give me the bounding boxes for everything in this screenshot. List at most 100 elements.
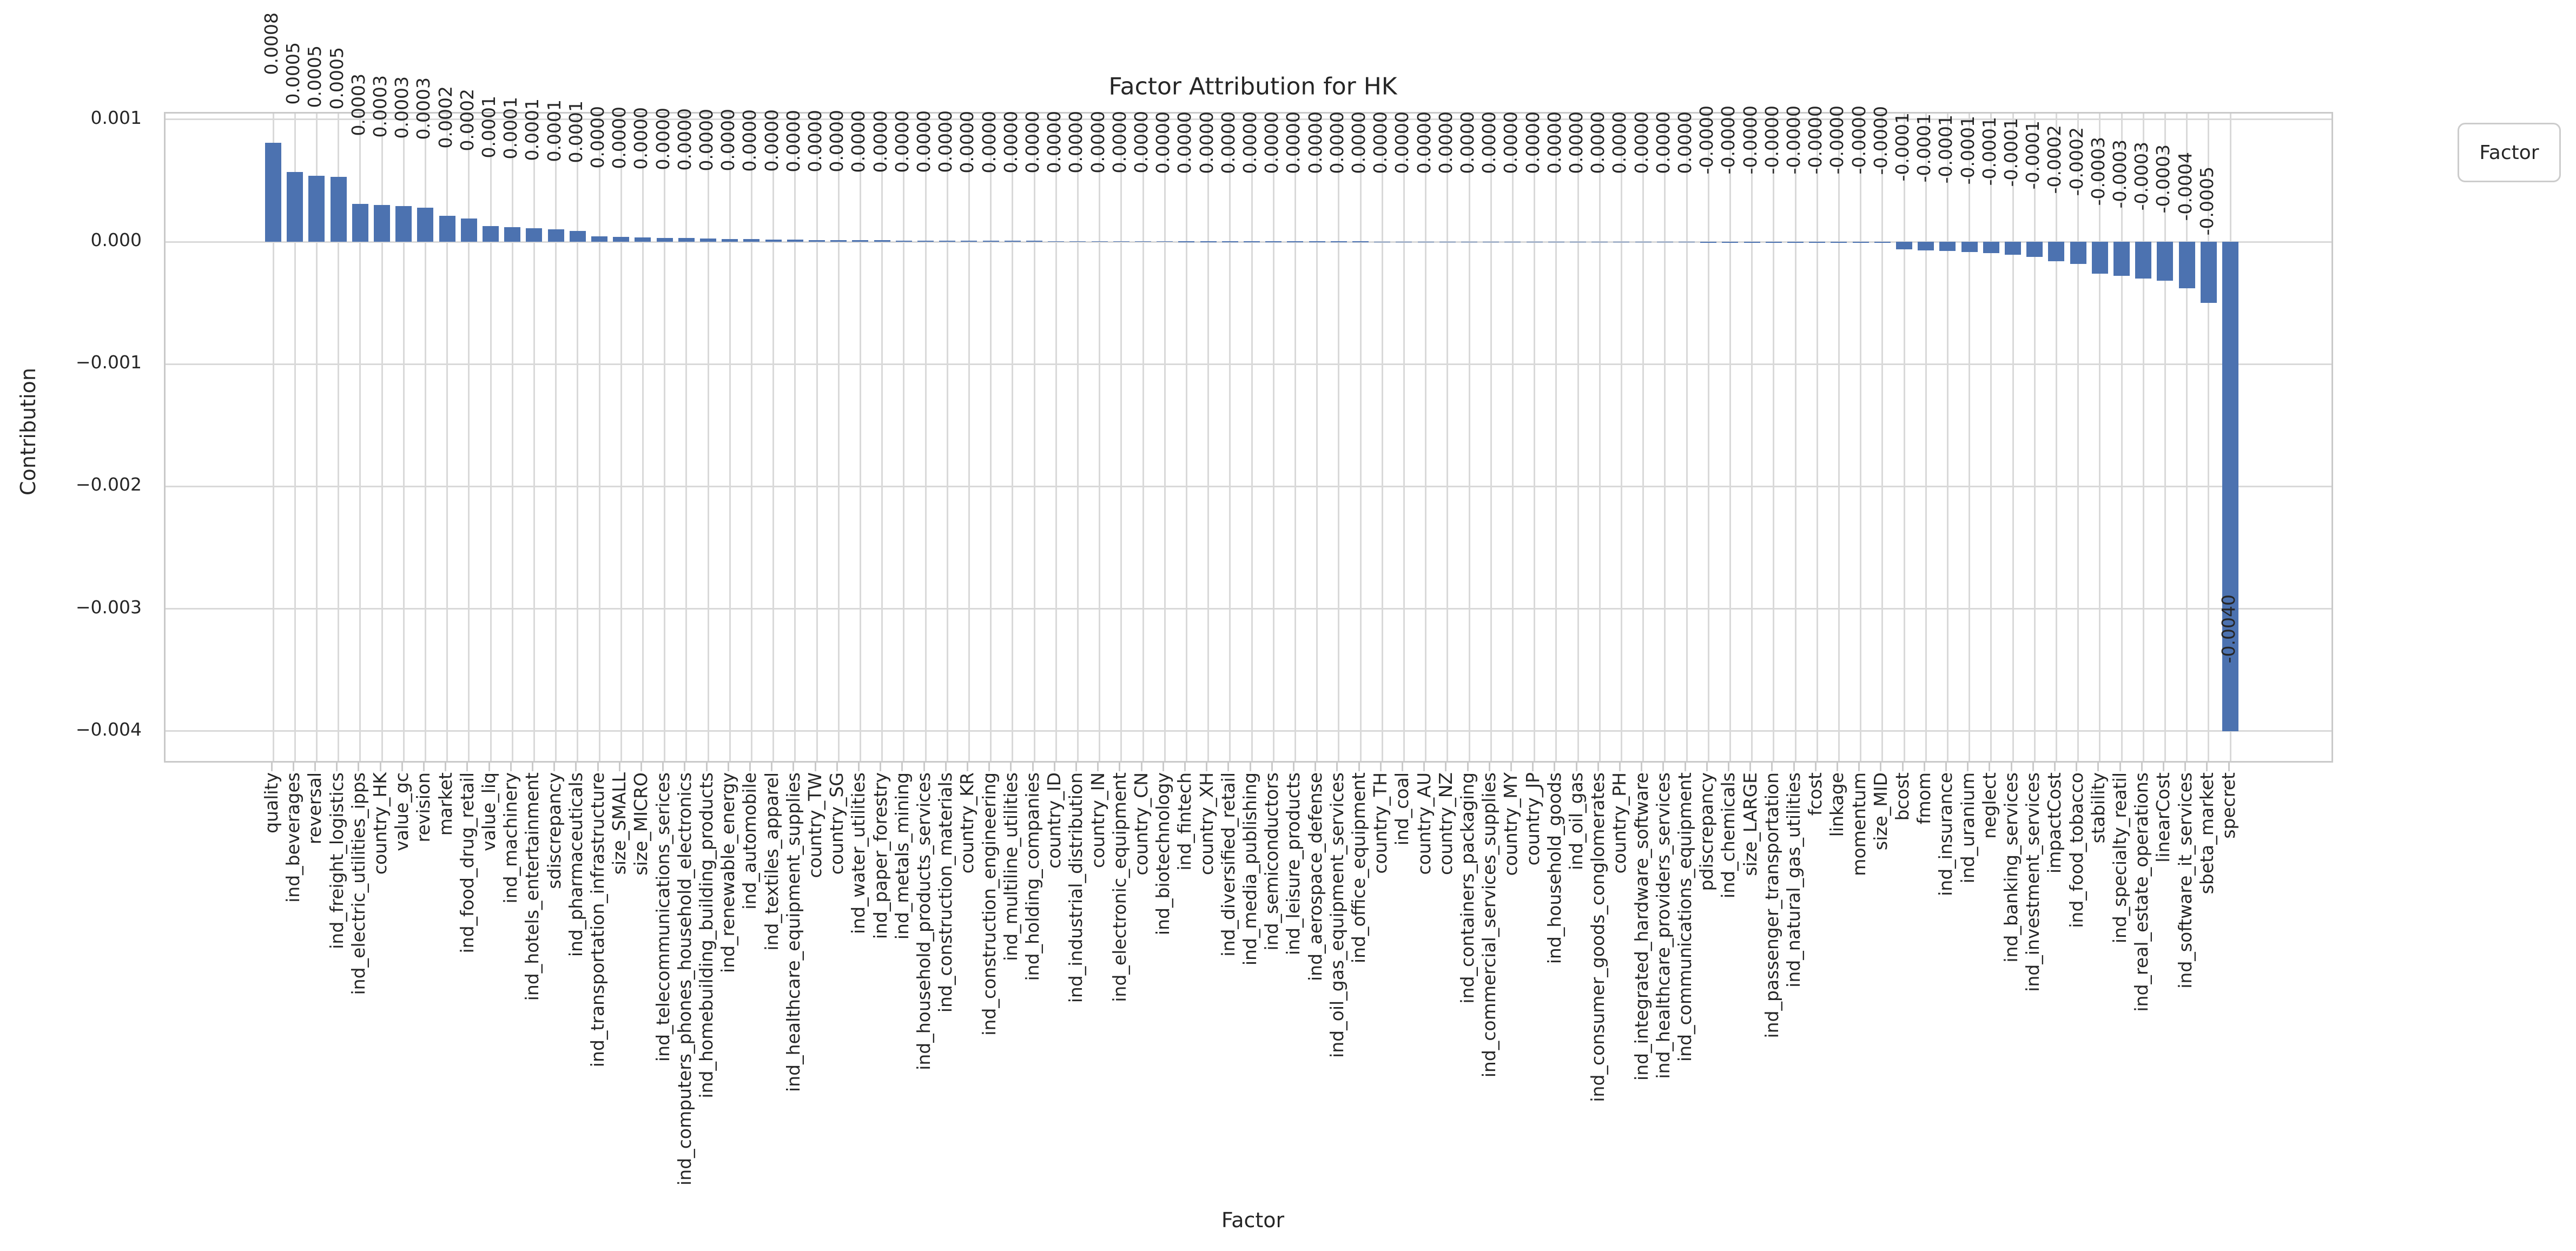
bar-value-label: 0.0000 — [826, 110, 848, 173]
bar-value-label: 0.0002 — [434, 86, 456, 149]
x-tick — [1706, 763, 1708, 771]
bar-value-label: 0.0000 — [956, 110, 978, 174]
bar-value-label: -0.0005 — [2196, 166, 2217, 236]
v-gridline — [1599, 114, 1601, 761]
x-tick-label: ind_leisure_products — [1283, 772, 1304, 956]
v-gridline — [707, 114, 709, 761]
bar-value-label: 0.0005 — [304, 45, 326, 108]
bar — [1722, 242, 1739, 243]
bar — [1656, 241, 1673, 243]
v-gridline — [1707, 114, 1709, 761]
x-tick — [1880, 763, 1882, 771]
x-tick-label: ind_commercial_services_supplies — [1478, 772, 1500, 1078]
v-gridline — [1076, 114, 1079, 761]
bar — [830, 240, 847, 242]
bar — [1069, 241, 1086, 242]
v-gridline — [1033, 114, 1035, 761]
bar-value-label: 0.0000 — [978, 110, 1000, 174]
bar — [1700, 242, 1717, 243]
bar — [1548, 241, 1564, 243]
bar-value-label: -0.0002 — [2044, 124, 2065, 194]
x-tick — [401, 763, 403, 771]
bar — [330, 177, 347, 242]
bar — [417, 207, 434, 242]
v-gridline — [1012, 114, 1014, 761]
bar-value-label: 0.0000 — [1108, 111, 1130, 174]
x-tick-label: ind_pharmaceuticals — [565, 772, 586, 957]
bar — [1461, 241, 1477, 243]
v-gridline — [1990, 114, 1992, 761]
v-gridline — [338, 114, 340, 761]
x-tick — [1597, 763, 1599, 771]
v-gridline — [2121, 114, 2123, 761]
v-gridline — [1816, 114, 1818, 761]
bar — [1026, 241, 1042, 242]
x-tick — [1488, 763, 1490, 771]
bar-value-label: -0.0002 — [2065, 127, 2087, 196]
v-gridline — [402, 114, 405, 761]
bar — [1221, 241, 1238, 242]
x-tick — [1445, 763, 1447, 771]
x-tick — [466, 763, 468, 771]
bar-value-label: 0.0000 — [1043, 111, 1065, 174]
x-tick-label: ind_renewable_energy — [717, 772, 739, 974]
x-tick-label: country_XH — [1195, 772, 1217, 876]
bar-value-label: 0.0000 — [1543, 111, 1565, 174]
v-gridline — [1425, 114, 1427, 761]
v-gridline — [1794, 114, 1796, 761]
x-tick-label: country_CN — [1131, 772, 1152, 876]
x-tick — [1206, 763, 1208, 771]
bar-value-label: 0.0000 — [1413, 111, 1435, 174]
bar-value-label: 0.0000 — [1457, 111, 1478, 174]
v-gridline — [1294, 114, 1296, 761]
bar — [1439, 241, 1456, 243]
x-tick-label: impactCost — [2044, 772, 2065, 873]
x-tick — [1836, 763, 1838, 771]
x-tick-label: ind_electronic_equipment — [1108, 772, 1130, 1002]
x-tick-label: ind_freight_logistics — [326, 772, 347, 949]
x-tick-label: size_SMALL — [609, 772, 630, 875]
bar — [2026, 242, 2043, 257]
x-tick — [966, 763, 968, 771]
v-gridline — [1229, 114, 1231, 761]
bar — [2091, 242, 2108, 274]
bar-value-label: 0.0000 — [891, 110, 913, 173]
bar — [895, 240, 912, 242]
bar — [1135, 241, 1151, 242]
x-tick-label: ind_fintech — [1174, 772, 1195, 871]
x-tick-label: country_AU — [1413, 772, 1435, 875]
v-gridline — [555, 114, 557, 761]
x-tick — [988, 763, 990, 771]
bar — [961, 241, 977, 242]
bar-value-label: 0.0000 — [609, 107, 630, 169]
x-tick — [1989, 763, 1991, 771]
x-tick-label: market — [434, 772, 456, 836]
bar — [1765, 242, 1782, 243]
x-tick-label: ind_specialty_reatil — [2109, 772, 2130, 944]
bar — [395, 206, 412, 242]
x-tick — [2184, 763, 2187, 771]
v-gridline — [750, 114, 752, 761]
bar — [1374, 241, 1391, 242]
x-tick — [857, 763, 860, 771]
bar-value-label: 0.0008 — [261, 12, 282, 75]
v-gridline — [1142, 114, 1144, 761]
x-tick-label: ind_beverages — [282, 772, 304, 903]
bar — [591, 236, 607, 242]
bar-value-label: 0.0000 — [1283, 111, 1304, 174]
bar-value-label: 0.0000 — [630, 107, 652, 170]
v-gridline — [1403, 114, 1405, 761]
x-tick-label: ind_software_it_services — [2174, 772, 2196, 989]
x-tick — [944, 763, 947, 771]
bar-value-label: 0.0000 — [1065, 111, 1087, 174]
x-tick — [1379, 763, 1382, 771]
bar — [1483, 241, 1500, 243]
bar-value-label: 0.0000 — [1087, 111, 1108, 174]
x-tick-label: specret — [2218, 772, 2239, 839]
bar-value-label: 0.0001 — [500, 97, 521, 160]
v-gridline — [2099, 114, 2101, 761]
bar-value-label: 0.0000 — [1609, 111, 1630, 174]
bar — [1918, 242, 1934, 250]
x-tick — [2053, 763, 2056, 771]
v-gridline — [1055, 114, 1057, 761]
